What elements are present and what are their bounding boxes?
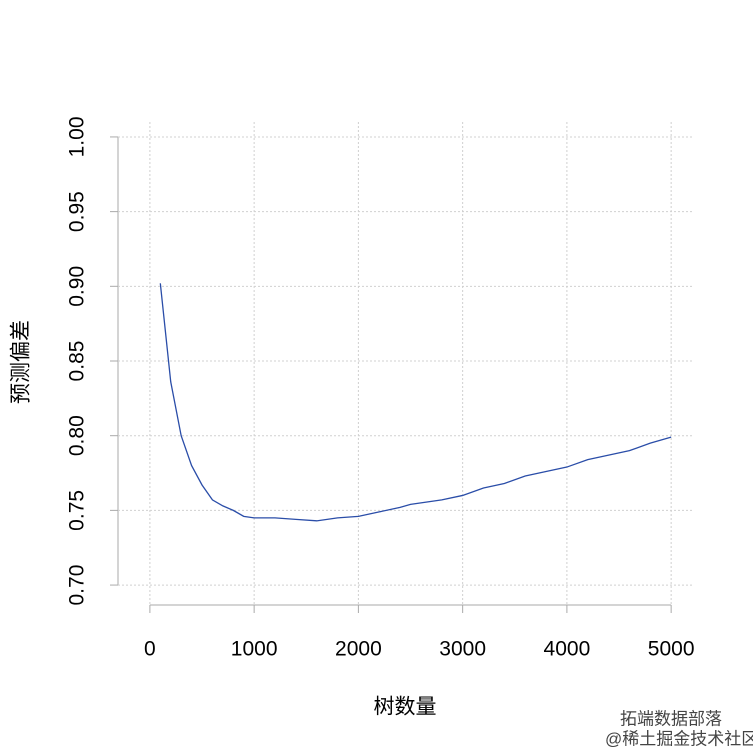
x-tick-label: 3000 bbox=[439, 638, 486, 661]
y-tick-label: 0.95 bbox=[66, 191, 89, 232]
y-axis-label: 预测偏差 bbox=[10, 320, 33, 404]
x-tick-label: 5000 bbox=[648, 638, 695, 661]
x-tick-label: 0 bbox=[144, 638, 156, 661]
x-tick-label: 4000 bbox=[544, 638, 591, 661]
y-tick-label: 0.80 bbox=[66, 415, 89, 456]
x-axis-label: 树数量 bbox=[374, 696, 437, 719]
y-tick-label: 0.70 bbox=[66, 565, 89, 606]
x-tick-label: 2000 bbox=[335, 638, 382, 661]
y-tick-label: 1.00 bbox=[66, 117, 89, 158]
x-tick-label: 1000 bbox=[231, 638, 278, 661]
y-tick-label: 0.90 bbox=[66, 266, 89, 307]
watermark: @稀土掘金技术社区 bbox=[605, 729, 753, 748]
y-tick-label: 0.75 bbox=[66, 490, 89, 531]
line-series bbox=[159, 283, 672, 522]
y-tick-label: 0.85 bbox=[66, 341, 89, 382]
watermark: 拓端数据部落 bbox=[620, 709, 722, 728]
